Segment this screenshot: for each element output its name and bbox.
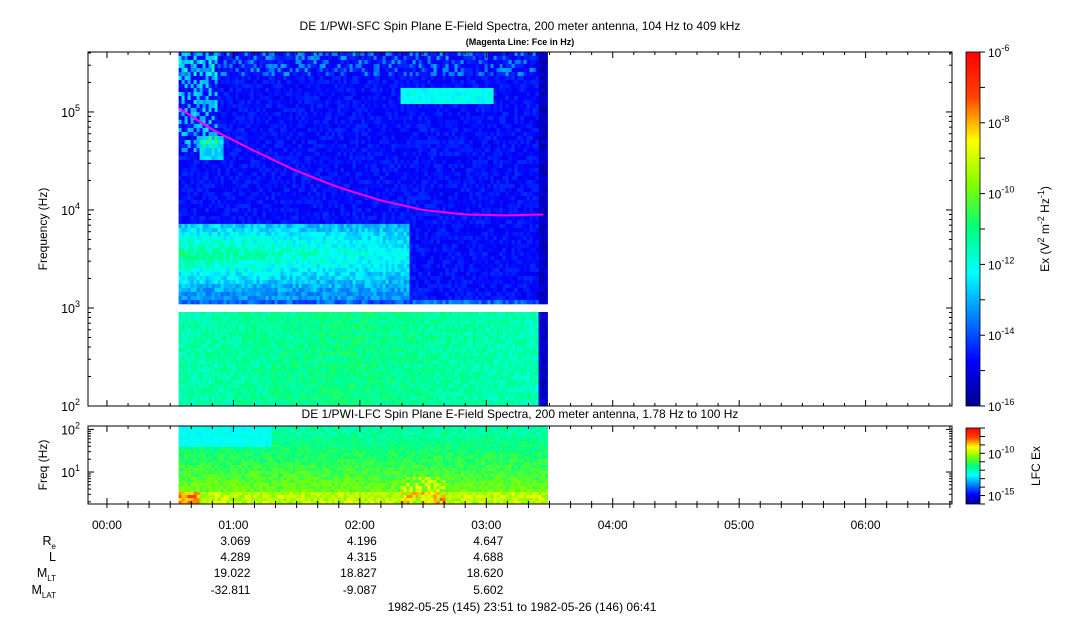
time-tick-3: 03:00: [471, 518, 501, 532]
sfc-cb-tick-0: 10-6: [988, 43, 1009, 60]
ephem-value-0-0: 3.069: [220, 534, 250, 548]
sfc-y-label: Frequency (Hz): [36, 188, 50, 271]
ephem-value-1-3: -9.087: [343, 583, 377, 597]
ephem-label-1: L: [49, 550, 56, 564]
sfc-spectrogram: [87, 51, 953, 407]
sfc-colorbar-label: Ex (V2 m-2 Hz-1): [1036, 186, 1052, 272]
ephem-label-3: MLAT: [32, 583, 57, 600]
time-tick-5: 05:00: [724, 518, 754, 532]
ephem-value-2-2: 18.620: [467, 566, 504, 580]
lfc-y-label: Freq (Hz): [36, 440, 50, 491]
sfc-cb-tick-1: 10-8: [988, 114, 1009, 131]
sfc-y-tick-3: 105: [61, 103, 80, 120]
time-range-footer: 1982-05-25 (145) 23:51 to 1982-05-26 (14…: [388, 600, 657, 614]
sfc-title: DE 1/PWI-SFC Spin Plane E-Field Spectra,…: [300, 19, 741, 33]
ephem-value-1-2: 18.827: [340, 566, 377, 580]
sfc-cb-tick-2: 10-10: [988, 185, 1014, 202]
ephem-value-1-1: 4.315: [347, 550, 377, 564]
ephem-value-2-1: 4.688: [473, 550, 503, 564]
ephem-value-0-2: 19.022: [214, 566, 251, 580]
time-tick-2: 02:00: [345, 518, 375, 532]
sfc-cb-tick-5: 10-16: [988, 397, 1014, 414]
ephem-label-2: MLT: [37, 566, 56, 583]
fce-line: [178, 107, 544, 217]
time-axis: 00:00 01:00 02:00 03:00 04:00 05:00 06:00: [92, 52, 951, 532]
ephem-value-1-0: 4.196: [347, 534, 377, 548]
time-tick-0: 00:00: [92, 518, 122, 532]
lfc-spectrogram: [87, 425, 953, 505]
lfc-y-tick-0: 101: [61, 463, 80, 480]
sfc-y-tick-2: 104: [61, 201, 80, 218]
sfc-y-tick-1: 103: [61, 299, 80, 316]
ephem-value-0-1: 4.289: [220, 550, 250, 564]
sfc-cb-tick-3: 10-12: [988, 255, 1014, 272]
lfc-cb-tick-0: 10-10: [988, 444, 1014, 461]
lfc-title: DE 1/PWI-LFC Spin Plane E-Field Spectra,…: [302, 407, 739, 421]
sfc-subtitle: (Magenta Line: Fce in Hz): [466, 37, 575, 47]
sfc-colorbar: 10-6 10-8 10-10 10-12 10-14 10-16 Ex (V2 m-2 …: [965, 43, 1052, 414]
sfc-cb-tick-4: 10-14: [988, 326, 1014, 343]
time-tick-4: 04:00: [598, 518, 628, 532]
time-tick-6: 06:00: [851, 518, 881, 532]
sfc-y-axis: 102 103 104 105: [61, 52, 952, 414]
lfc-y-tick-1: 102: [61, 420, 80, 437]
ephem-value-2-0: 4.647: [473, 534, 503, 548]
lfc-cb-tick-1: 10-15: [988, 487, 1014, 504]
ephem-value-2-3: 5.602: [473, 583, 503, 597]
ephem-label-0: Re: [43, 534, 57, 551]
sfc-y-tick-0: 102: [61, 397, 80, 414]
ephem-value-0-3: -32.811: [211, 583, 251, 597]
lfc-y-axis: 101 102: [61, 420, 952, 503]
lfc-colorbar: 10-10 10-15 LFC Ex: [965, 427, 1043, 505]
lfc-colorbar-label: LFC Ex: [1029, 446, 1043, 486]
time-tick-1: 01:00: [218, 518, 248, 532]
